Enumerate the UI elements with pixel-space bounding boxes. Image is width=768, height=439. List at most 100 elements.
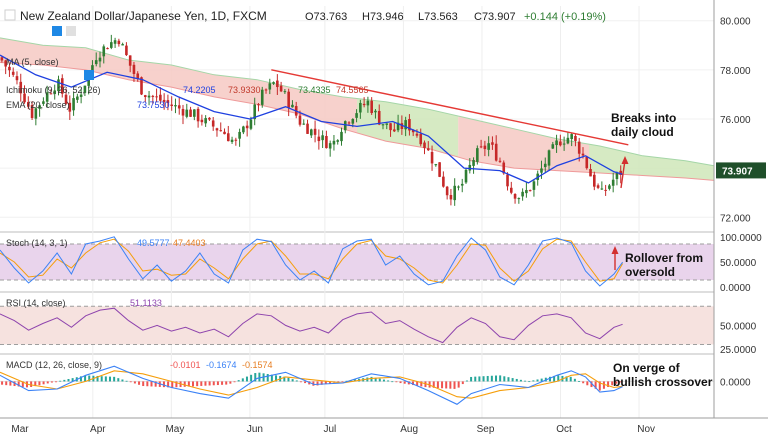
macd-histogram-bar xyxy=(5,381,8,386)
macd-histogram-bar xyxy=(121,379,124,382)
candle-body xyxy=(68,102,72,112)
macd-histogram-bar xyxy=(374,377,377,382)
macd-histogram-bar xyxy=(540,378,543,382)
macd-histogram-bar xyxy=(573,378,576,382)
candle-body xyxy=(619,170,623,175)
candle-body xyxy=(155,96,158,98)
macd-histogram-bar xyxy=(133,381,136,384)
ichimoku-value: 73.9330 xyxy=(228,85,261,95)
macd-histogram-bar xyxy=(270,374,273,382)
stoch-pane xyxy=(0,236,714,287)
ema-label: EMA (20, close) xyxy=(6,100,70,110)
candle-body xyxy=(302,123,306,125)
macd-histogram-bar xyxy=(299,381,302,383)
macd-histogram-bar xyxy=(187,381,190,387)
settings-icon[interactable] xyxy=(66,26,76,36)
candle-body xyxy=(325,135,328,149)
month-tick-label: Jul xyxy=(323,424,336,435)
candle-body xyxy=(555,140,558,146)
stoch-annotation: Rollover from xyxy=(625,251,703,265)
ma-label: MA (5, close) xyxy=(6,57,59,67)
candle-body xyxy=(581,153,585,156)
stoch-k-value: 49.5777 xyxy=(137,238,170,248)
macd-histogram-bar xyxy=(46,381,49,384)
candle-body xyxy=(596,185,600,188)
cloud-annotation: daily cloud xyxy=(611,125,674,139)
candle-body xyxy=(562,143,566,145)
macd-histogram-bar xyxy=(183,381,186,387)
macd-histogram-bar xyxy=(320,381,323,385)
candle-body xyxy=(30,104,34,119)
macd-line xyxy=(0,365,623,405)
candle-body xyxy=(547,150,551,166)
price-axis-background xyxy=(714,0,768,439)
macd-histogram-bar xyxy=(411,381,414,386)
rsi-line xyxy=(0,307,623,344)
candle-body xyxy=(27,102,30,107)
macd-histogram-bar xyxy=(104,376,107,382)
candle-body xyxy=(268,83,272,90)
candle-body xyxy=(355,113,358,118)
candle-body xyxy=(604,189,607,191)
macd-histogram-bar xyxy=(117,378,120,382)
candle-body xyxy=(151,95,155,97)
macd-tick-label: 0.0000 xyxy=(720,377,751,388)
candle-body xyxy=(317,136,321,142)
candle-body xyxy=(347,122,351,124)
candle-body xyxy=(91,65,94,72)
candle-body xyxy=(370,100,373,114)
month-tick-label: Mar xyxy=(11,424,29,435)
macd-histogram-bar xyxy=(557,375,560,382)
candle-body xyxy=(4,60,7,67)
candle-body xyxy=(438,162,441,177)
rsi-band xyxy=(0,306,714,345)
candle-body xyxy=(283,91,287,93)
stoch-arrow-head xyxy=(611,246,619,254)
candle-body xyxy=(0,57,4,61)
macd-histogram-bar xyxy=(486,375,489,382)
macd-histogram-bar xyxy=(30,381,33,387)
candle-body xyxy=(608,185,611,189)
visibility-icon[interactable] xyxy=(52,26,62,36)
macd-histogram-bar xyxy=(378,378,381,382)
macd-histogram-bar xyxy=(353,379,356,382)
macd-histogram-bar xyxy=(200,381,203,386)
candle-body xyxy=(113,40,117,44)
macd-histogram-bar xyxy=(569,376,572,382)
candle-body xyxy=(170,104,173,106)
candle-body xyxy=(411,129,415,133)
macd-histogram-bar xyxy=(391,381,394,383)
candle-body xyxy=(615,172,619,180)
candle-body xyxy=(15,76,19,81)
candle-body xyxy=(49,93,53,95)
macd-histogram-bar xyxy=(519,379,522,382)
macd-histogram-bar xyxy=(67,379,70,382)
candle-body xyxy=(140,77,143,95)
price-tick-label: 78.000 xyxy=(720,66,751,77)
candle-body xyxy=(298,115,302,125)
stoch-d-value: 47.4403 xyxy=(173,238,206,248)
candle-body xyxy=(585,156,589,169)
macd-line-value: -0.1674 xyxy=(206,360,237,370)
candle-body xyxy=(494,143,498,161)
macd-histogram-bar xyxy=(175,381,178,388)
cloud-arrow-head xyxy=(621,156,629,164)
macd-signal-line xyxy=(0,370,623,399)
candle-body xyxy=(177,105,181,109)
candle-body xyxy=(400,123,404,129)
macd-histogram-bar xyxy=(129,381,132,383)
macd-histogram-bar xyxy=(453,381,456,389)
macd-histogram-bar xyxy=(146,381,149,387)
month-tick-label: Aug xyxy=(400,424,418,435)
macd-histogram-bar xyxy=(287,377,290,382)
chevron-down-icon[interactable] xyxy=(4,9,16,21)
macd-histogram-bar xyxy=(63,379,66,382)
macd-histogram-bar xyxy=(470,376,473,382)
candle-body xyxy=(102,46,106,57)
rsi-title: RSI (14, close) xyxy=(6,298,66,308)
candle-body xyxy=(574,135,577,141)
visibility-icon[interactable] xyxy=(84,70,94,80)
candle-body xyxy=(430,151,434,164)
macd-histogram-bar xyxy=(21,381,24,387)
macd-histogram-bar xyxy=(250,374,253,382)
